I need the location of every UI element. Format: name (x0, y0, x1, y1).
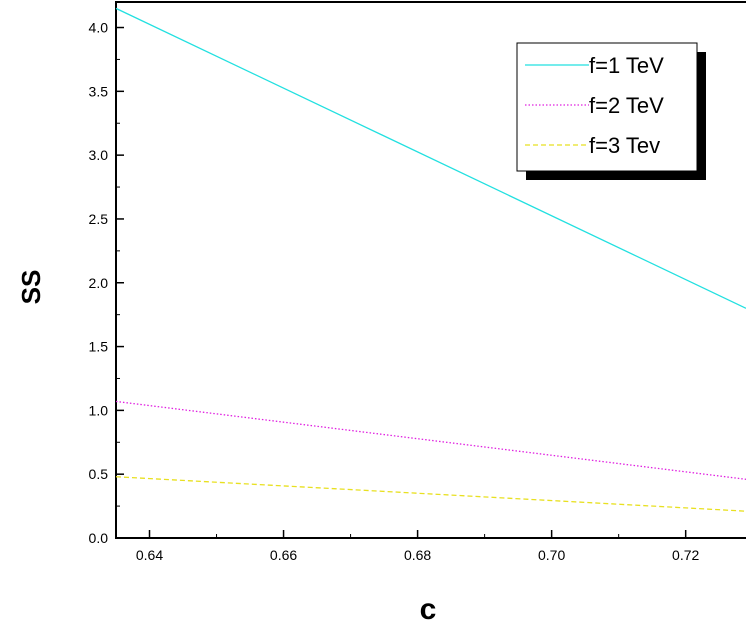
legend-label-3: f=3 Tev (589, 133, 660, 158)
y-tick-label: 3.0 (89, 147, 109, 163)
y-tick-label: 2.5 (89, 211, 109, 227)
y-tick-label: 1.5 (89, 339, 109, 355)
y-tick-label: 1.0 (89, 402, 109, 418)
legend-label-2: f=2 TeV (589, 93, 664, 118)
series-line-3 (115, 476, 746, 512)
legend-box (516, 42, 698, 172)
y-tick-label: 0.0 (89, 530, 109, 546)
y-tick-label: 3.5 (89, 83, 109, 99)
x-tick-label: 0.70 (538, 547, 565, 563)
x-tick-label: 0.64 (136, 547, 163, 563)
x-tick-label: 0.68 (404, 547, 431, 563)
x-axis-title: c (420, 593, 437, 624)
plot-frame (115, 1, 746, 539)
y-axis-title: SS (16, 270, 46, 305)
x-tick-label: 0.72 (672, 547, 699, 563)
y-tick-label: 2.0 (89, 275, 109, 291)
y-tick-label: 0.5 (89, 466, 109, 482)
y-tick-label: 4.0 (89, 20, 109, 36)
legend-label-1: f=1 TeV (589, 53, 664, 78)
axes-layer: 0.0 0.5 1.0 1.5 2.0 2.5 3.0 3.5 4.0 0.64 0.66 0.68 0… (89, 20, 700, 563)
legend: f=1 TeV f=2 TeV f=3 Tev (516, 42, 706, 180)
x-tick-label: 0.66 (270, 547, 297, 563)
series-layer (115, 7, 746, 512)
series-line-2 (115, 400, 746, 480)
series-line-1 (115, 7, 746, 309)
plot-area (115, 1, 746, 539)
